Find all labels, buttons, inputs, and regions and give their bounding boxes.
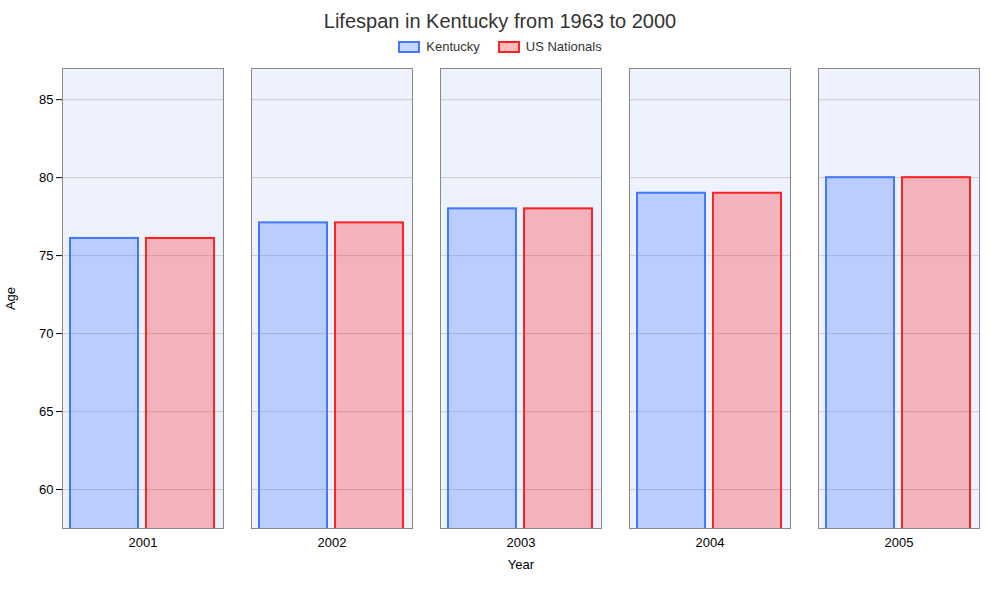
svg-text:Age: Age xyxy=(3,287,18,310)
svg-text:Year: Year xyxy=(508,557,535,572)
svg-text:65: 65 xyxy=(39,404,53,419)
svg-text:60: 60 xyxy=(39,482,53,497)
svg-text:2001: 2001 xyxy=(129,535,158,550)
svg-text:75: 75 xyxy=(39,248,53,263)
svg-text:2004: 2004 xyxy=(696,535,725,550)
svg-text:70: 70 xyxy=(39,326,53,341)
svg-text:2003: 2003 xyxy=(507,535,536,550)
svg-text:85: 85 xyxy=(39,92,53,107)
html-text:US Nationals: US Nationals xyxy=(525,39,602,54)
svg-text:80: 80 xyxy=(39,170,53,185)
html-text:Kentucky: Kentucky xyxy=(426,39,480,54)
svg-text:2005: 2005 xyxy=(885,535,914,550)
svg-text:2002: 2002 xyxy=(318,535,347,550)
html-text:Lifespan in Kentucky from 1963: Lifespan in Kentucky from 1963 to 2000 xyxy=(323,10,677,32)
